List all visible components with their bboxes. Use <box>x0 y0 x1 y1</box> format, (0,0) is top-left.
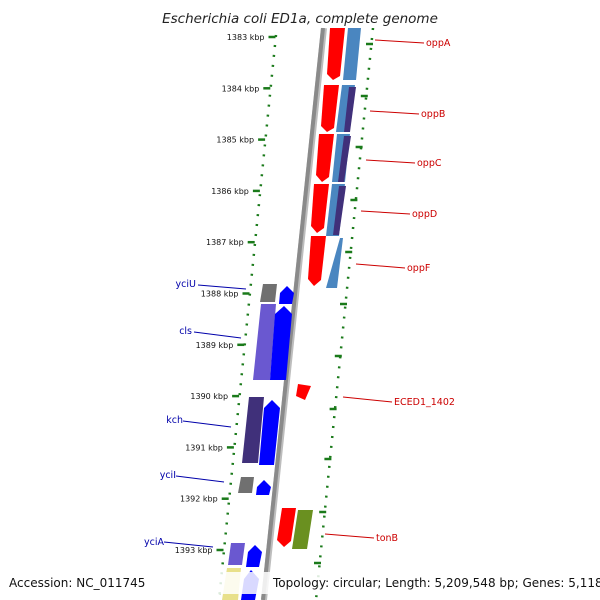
purple-strip-2 <box>338 136 351 182</box>
gene-label-oppB: oppB <box>421 109 445 120</box>
label-line-oppF <box>355 263 406 269</box>
gene-cls-blue <box>270 306 292 380</box>
blue-block-5 <box>326 238 343 288</box>
kbp-label: 1383 kbp <box>227 33 265 42</box>
blue-block-1 <box>343 28 361 80</box>
label-line-oppC <box>365 159 416 164</box>
gene-label-yciA: yciA <box>144 537 164 548</box>
gene-labels-left: yciU cls kch yciI yciA <box>144 279 196 548</box>
gene-ECED1_1402 <box>296 384 311 400</box>
purple-strip-1 <box>344 87 356 132</box>
kbp-label: 1391 kbp <box>185 443 223 452</box>
gene-yciI-blue <box>256 480 271 495</box>
ruler-labels: 1383 kbp 1384 kbp 1385 kbp 1386 kbp 1387 kbp… <box>175 33 265 555</box>
gene-label-oppF: oppF <box>407 263 430 274</box>
label-line-oppB <box>369 110 420 115</box>
gene-olive <box>292 510 313 549</box>
gene-oppC <box>316 134 334 182</box>
label-line-oppA <box>374 39 425 44</box>
gene-label-oppC: oppC <box>417 158 442 169</box>
gene-yciU-grey <box>260 284 277 302</box>
gene-yciA-blue <box>246 545 262 567</box>
label-line-kch <box>182 420 232 428</box>
accession-text: Accession: NC_011745 <box>9 576 145 590</box>
kbp-label: 1386 kbp <box>211 187 249 196</box>
genome-summary-text: Topology: circular; Length: 5,209,548 bp… <box>272 576 600 590</box>
label-line-ECED1_1402 <box>342 396 393 403</box>
kbp-label: 1388 kbp <box>201 290 239 299</box>
gene-oppA <box>327 28 345 80</box>
gene-yciI-grey <box>238 477 254 493</box>
gene-label-kch: kch <box>166 415 183 426</box>
kbp-label: 1393 kbp <box>175 546 213 555</box>
gene-label-ECED1_1402: ECED1_1402 <box>394 397 455 408</box>
gene-label-oppD: oppD <box>412 209 437 220</box>
footer-backdrop <box>0 572 600 594</box>
ruler-ticks <box>216 35 373 565</box>
kbp-label: 1392 kbp <box>180 495 218 504</box>
title-backdrop <box>150 6 450 28</box>
gene-tonB <box>277 508 296 547</box>
purple-strip-3 <box>333 186 346 235</box>
gene-kch-blue <box>259 400 280 465</box>
gene-label-yciU: yciU <box>176 279 196 290</box>
kbp-label: 1384 kbp <box>222 84 260 93</box>
gene-yciU-blue <box>279 286 294 304</box>
kbp-label: 1389 kbp <box>196 341 234 350</box>
label-line-tonB <box>324 533 375 539</box>
label-line-cls <box>193 331 242 339</box>
gene-yciA-purple <box>228 543 245 565</box>
label-line-oppD <box>360 210 411 215</box>
kbp-label: 1385 kbp <box>216 136 254 145</box>
gene-label-yciI: yciI <box>160 470 176 481</box>
backbone <box>261 27 325 600</box>
label-line-yciU <box>197 284 247 290</box>
comparison-blue-track <box>326 28 361 288</box>
gene-cls-purple <box>253 304 276 380</box>
gene-kch-dark <box>242 397 264 463</box>
gene-labels-right: oppA oppB oppC oppD oppF ECED1_1402 tonB <box>376 38 455 544</box>
gene-oppD <box>311 184 329 233</box>
gene-label-oppA: oppA <box>426 38 451 49</box>
gene-oppF <box>308 236 326 286</box>
gene-label-cls: cls <box>179 326 192 337</box>
gene-label-tonB: tonB <box>376 533 398 544</box>
gene-oppB <box>321 85 339 132</box>
map-title: Escherichia coli ED1a, complete genome <box>162 11 438 27</box>
label-line-yciA <box>163 541 214 548</box>
kbp-label: 1387 kbp <box>206 238 244 247</box>
label-line-yciI <box>175 475 225 483</box>
label-lines <box>163 39 425 548</box>
forward-genes <box>277 28 345 549</box>
kbp-label: 1390 kbp <box>190 392 228 401</box>
